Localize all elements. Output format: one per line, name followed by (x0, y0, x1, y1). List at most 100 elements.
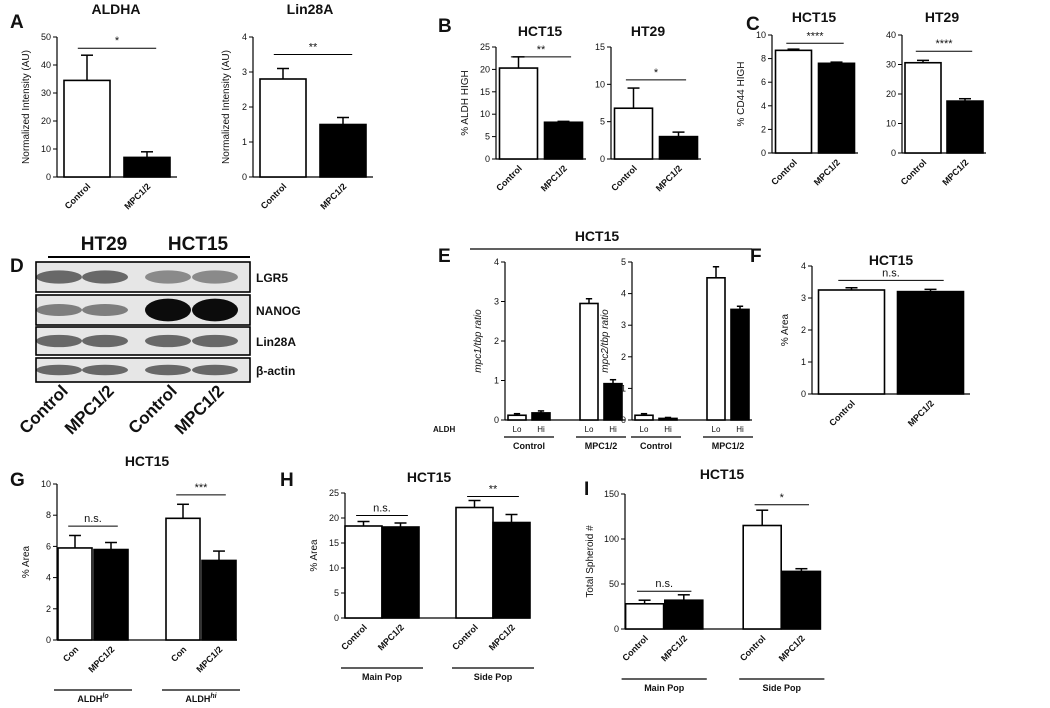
y-tick-label: 2 (621, 352, 626, 362)
significance-label: n.s. (373, 503, 391, 515)
y-tick-label: 10 (595, 79, 605, 89)
bar (579, 302, 599, 421)
band-label: LGR5 (256, 271, 288, 285)
bar (742, 524, 783, 630)
y-tick-label: 0 (761, 148, 766, 158)
x-tick-label: MPC1/2 (940, 157, 970, 187)
y-tick-label: 0 (485, 154, 490, 164)
x-tick-label: Lo (712, 425, 721, 434)
significance-label: * (780, 492, 785, 504)
y-tick-label: 6 (46, 541, 51, 551)
y-tick-label: 15 (480, 87, 490, 97)
significance-label: ** (537, 44, 546, 56)
panel-title: HCT15 (518, 23, 563, 39)
panel-title: HT29 (925, 9, 959, 25)
y-tick-label: 40 (41, 60, 51, 70)
panel-e1: E 0 1 2 3 4 mpc1/tbp ratio Lo Hi Lo Hi Control MPC1/… (433, 246, 626, 451)
x-sub-label: ALDH (433, 425, 455, 434)
bar (498, 67, 539, 160)
y-tick-label: 5 (485, 132, 490, 142)
y-tick-label: 100 (604, 534, 619, 544)
y-tick-label: 4 (621, 289, 626, 299)
y-tick-label: 15 (329, 538, 339, 548)
x-tick-label: Control (339, 622, 369, 652)
y-tick-label: 0 (46, 172, 51, 182)
panel-letter: B (438, 16, 452, 37)
y-tick-label: 3 (621, 320, 626, 330)
y-tick-label: 30 (41, 88, 51, 98)
band-label: Lin28A (256, 335, 296, 349)
y-tick-label: 0 (891, 148, 896, 158)
y-tick-label: 2 (242, 102, 247, 112)
y-tick-label: 2 (761, 124, 766, 134)
x-tick-label: Control (259, 181, 289, 211)
group-label: MPC1/2 (712, 441, 745, 451)
bar (658, 417, 678, 421)
blot-band (82, 270, 128, 284)
y-tick-label: 2 (801, 325, 806, 335)
y-tick-label: 20 (41, 116, 51, 126)
y-tick-label: 0 (801, 389, 806, 399)
bar (63, 79, 111, 178)
y-tick-label: 0 (614, 624, 619, 634)
y-tick-label: 10 (756, 30, 766, 40)
x-tick-label: Control (769, 157, 799, 187)
panel-letter: G (10, 470, 25, 491)
x-tick-label: Con (61, 644, 80, 663)
panel-letter: D (10, 256, 24, 277)
y-tick-label: 3 (801, 293, 806, 303)
blot-band (36, 304, 82, 316)
blot-band (82, 304, 128, 316)
significance-label: n.s. (882, 267, 900, 279)
y-tick-label: 0 (334, 613, 339, 623)
x-tick-label: MPC1/2 (812, 157, 842, 187)
panel-letter: F (750, 246, 762, 267)
bar (658, 135, 699, 160)
y-tick-label: 30 (886, 60, 896, 70)
y-tick-label: 10 (41, 144, 51, 154)
panel-title: HCT15 (125, 453, 170, 469)
panel-b2: HT29 0 5 10 15 Control MPC1/2 * (595, 23, 701, 193)
y-tick-label: 5 (334, 588, 339, 598)
x-tick-label: MPC1/2 (539, 163, 569, 193)
group-label: Control (513, 441, 545, 451)
x-tick-label: MPC1/2 (86, 644, 116, 674)
significance-label: * (654, 67, 659, 79)
bar (663, 599, 704, 630)
bar (730, 308, 750, 421)
significance-label: * (115, 35, 120, 47)
y-tick-label: 1 (242, 137, 247, 147)
significance-label: **** (935, 38, 953, 50)
group-label: Control (640, 441, 672, 451)
blot-band (36, 270, 82, 284)
blot-band (192, 298, 238, 322)
bar (706, 276, 726, 421)
blot-band (36, 364, 82, 376)
panel-letter: I (584, 479, 589, 500)
significance-label: ** (309, 42, 318, 54)
bar (904, 61, 942, 154)
y-tick-label: 15 (595, 42, 605, 52)
y-tick-label: 0 (621, 415, 626, 425)
lane-label: MPC1/2 (171, 381, 228, 438)
significance-label: *** (195, 482, 209, 494)
panel-g: G HCT15 0 2 4 6 8 10 % Area Con MPC1/2 Con MPC1/2 ALD… (10, 453, 240, 704)
x-tick-label: Con (169, 644, 188, 663)
y-tick-label: 4 (801, 261, 806, 271)
y-tick-label: 10 (480, 109, 490, 119)
x-tick-label: Control (899, 157, 929, 187)
y-tick-label: 5 (600, 117, 605, 127)
panel-b1: B HCT15 0 5 10 15 20 25 % ALDH HIGH Control MPC1/2… (438, 16, 586, 193)
y-axis-label: mpc1/tbp ratio (473, 309, 484, 373)
significance-label: n.s. (84, 513, 102, 525)
y-axis-label: % Area (21, 545, 32, 578)
x-tick-label: Control (63, 181, 93, 211)
lane-label: Control (125, 381, 181, 437)
bar (624, 602, 665, 630)
cell-line-label: HCT15 (168, 234, 229, 255)
y-axis-label: % Area (780, 313, 791, 346)
significance-label: n.s. (655, 578, 673, 590)
group-label: Main Pop (644, 683, 685, 693)
blot-band (145, 270, 191, 284)
